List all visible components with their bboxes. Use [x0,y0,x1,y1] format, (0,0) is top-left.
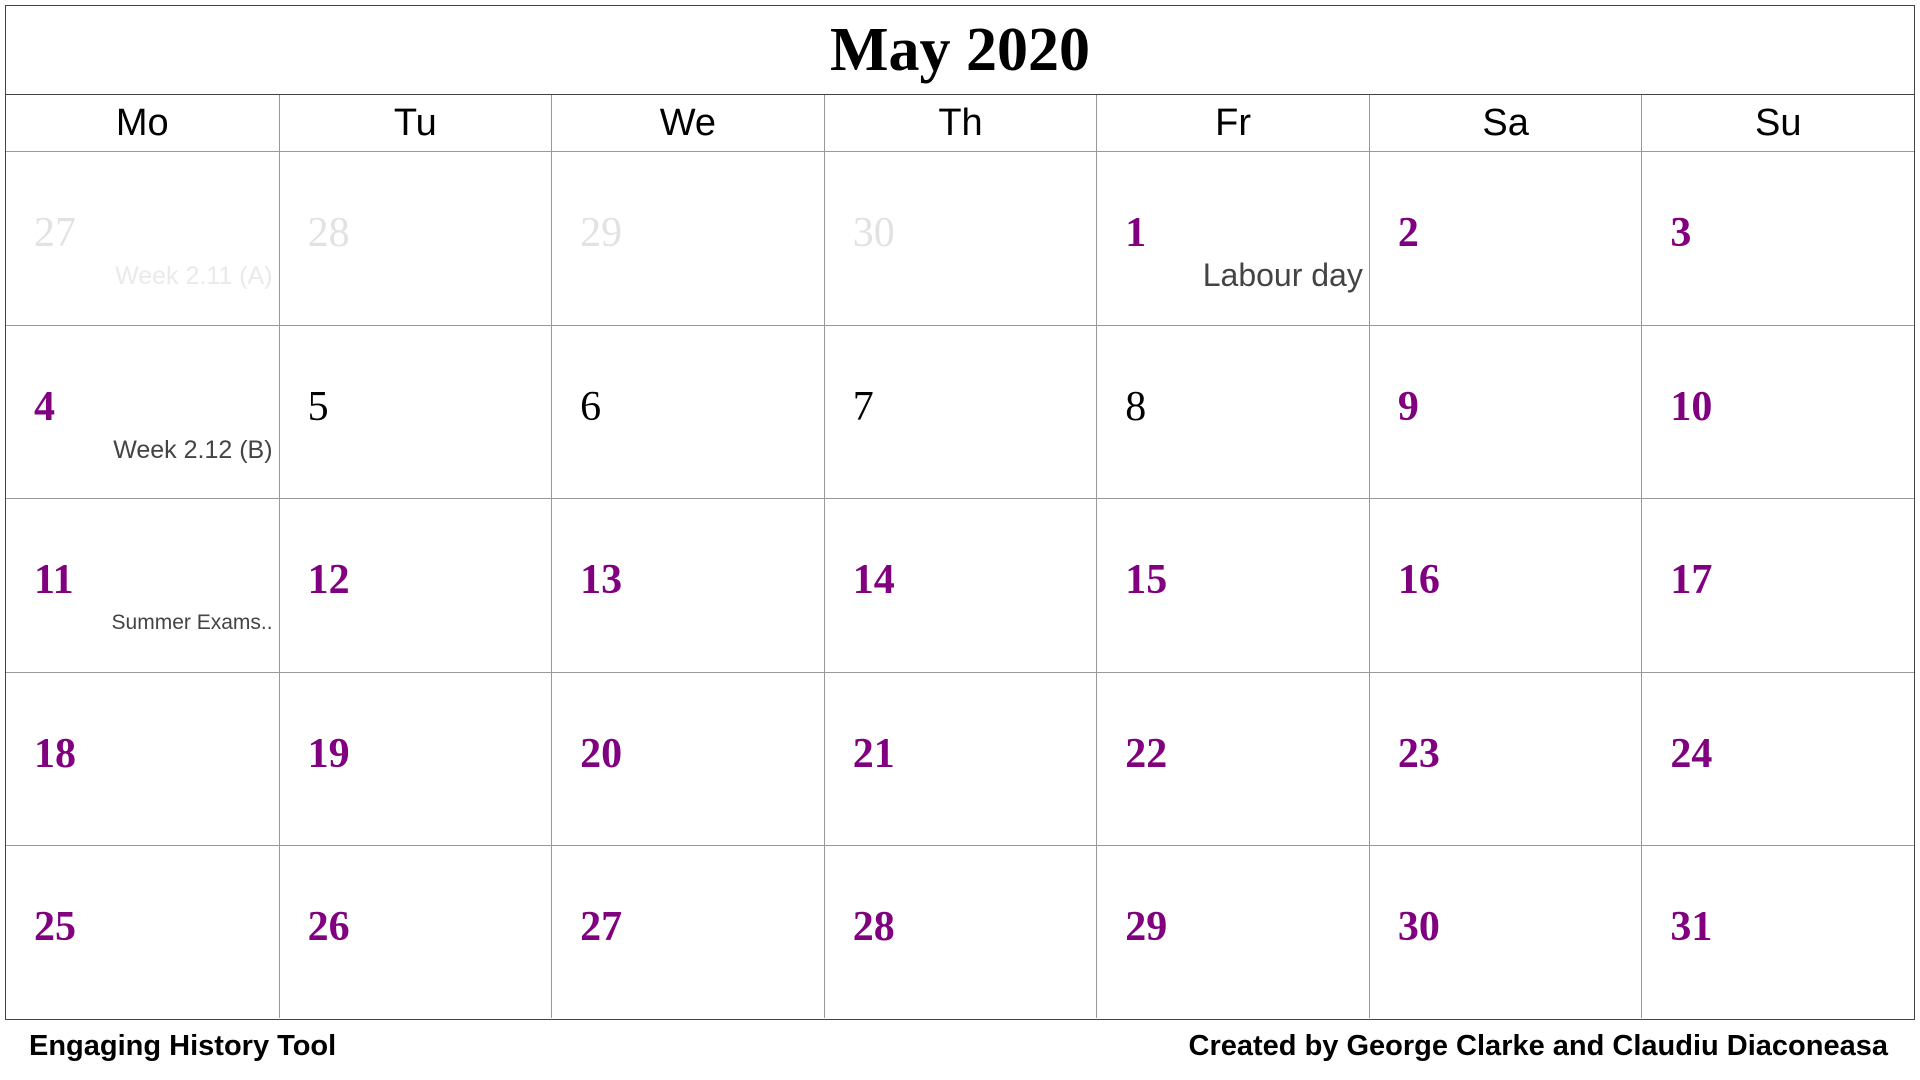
day-cell[interactable]: 22 [1096,671,1369,845]
day-number: 25 [34,903,76,950]
footer-tool-name: Engaging History Tool [29,1030,337,1062]
day-number: 11 [34,557,74,604]
day-cell[interactable]: 23 [1368,671,1642,845]
calendar-title: May 2020 [6,6,1914,95]
weekday-header: Sa [1368,95,1642,151]
day-cell[interactable]: 6 [551,325,824,499]
day-cell[interactable]: 5 [278,325,552,499]
day-number: 22 [1125,730,1168,777]
day-number: 28 [852,903,895,950]
day-cell[interactable]: 28 [278,152,552,326]
day-cell[interactable]: 8 [1096,325,1369,499]
footer-credits: Created by George Clarke and Claudiu Dia… [1188,1030,1888,1062]
day-number: 9 [1397,384,1419,431]
day-cell[interactable]: 21 [823,671,1097,845]
day-cell[interactable]: 4 Week 2.12 (B) [6,325,279,498]
day-number: 6 [580,384,602,431]
weekday-header: Th [823,95,1097,151]
day-number: 31 [1670,903,1713,950]
day-cell[interactable]: 2 [1368,152,1642,326]
day-cell[interactable]: 1 Labour day [1096,152,1369,326]
day-number: 28 [307,210,350,256]
day-cell[interactable]: 24 [1641,671,1914,845]
day-number: 19 [307,730,350,777]
month-calendar: May 2020 Mo Tu We Th Fr Sa Su 27 Week 2.1… [5,5,1915,1020]
day-cell[interactable]: 30 [823,152,1097,326]
weekday-header-row: Mo Tu We Th Fr Sa Su [6,95,1914,152]
weekday-header: Su [1641,95,1914,151]
weekday-header: Tu [278,95,552,151]
day-number: 27 [580,903,623,950]
day-number: 29 [580,210,623,256]
day-note: Week 2.12 (B) [113,436,273,465]
day-cell[interactable]: 10 [1641,325,1914,499]
weekday-header: Mo [115,101,169,144]
day-cell[interactable]: 27 Week 2.11 (A) [6,152,279,325]
day-note: Labour day [1202,257,1363,293]
day-cell[interactable]: 16 [1368,498,1642,672]
day-cell[interactable]: 26 [278,844,552,1018]
day-number: 3 [1670,210,1692,256]
day-grid: 27 Week 2.11 (A) 28 29 30 1 Labour day 2 3 4 Week … [6,152,1914,1018]
day-cell[interactable]: 17 [1641,498,1914,672]
day-cell[interactable]: 14 [823,498,1097,672]
day-number: 13 [580,557,623,604]
day-number: 30 [852,210,895,256]
day-number: 2 [1397,210,1419,256]
day-cell[interactable]: 31 [1641,844,1914,1018]
day-number: 30 [1397,903,1440,950]
day-cell[interactable]: 13 [551,498,824,672]
day-number: 15 [1125,557,1168,604]
day-cell[interactable]: 19 [278,671,552,845]
day-number: 26 [307,903,350,950]
day-note: Week 2.11 (A) [115,262,273,290]
day-cell[interactable]: 20 [551,671,824,845]
day-number: 12 [307,557,350,604]
day-number: 1 [1125,210,1147,256]
day-number: 18 [34,730,76,777]
day-number: 27 [34,210,76,256]
day-number: 21 [852,730,895,777]
day-note: Summer Exams.. [111,611,273,635]
day-cell[interactable]: 30 [1368,844,1642,1018]
day-cell[interactable]: 29 [1096,844,1369,1018]
day-cell[interactable]: 18 [6,671,279,845]
day-cell[interactable]: 3 [1641,152,1914,326]
day-cell[interactable]: 7 [823,325,1097,499]
day-number: 24 [1670,730,1713,777]
day-number: 29 [1125,903,1168,950]
day-cell[interactable]: 25 [6,844,279,1018]
day-number: 16 [1397,557,1440,604]
day-number: 17 [1670,557,1713,604]
day-number: 7 [852,384,874,431]
day-number: 4 [34,384,55,431]
day-cell[interactable]: 9 [1368,325,1642,499]
day-number: 5 [307,384,329,431]
day-number: 8 [1125,384,1147,431]
day-cell[interactable]: 11 Summer Exams.. [6,498,279,671]
day-cell[interactable]: 28 [823,844,1097,1018]
day-number: 10 [1670,384,1713,431]
weekday-header: We [551,95,824,151]
day-cell[interactable]: 27 [551,844,824,1018]
weekday-header: Fr [1096,95,1369,151]
day-number: 20 [580,730,623,777]
day-number: 14 [852,557,895,604]
day-cell[interactable]: 29 [551,152,824,326]
day-cell[interactable]: 12 [278,498,552,672]
day-number: 23 [1397,730,1440,777]
day-cell[interactable]: 15 [1096,498,1369,672]
